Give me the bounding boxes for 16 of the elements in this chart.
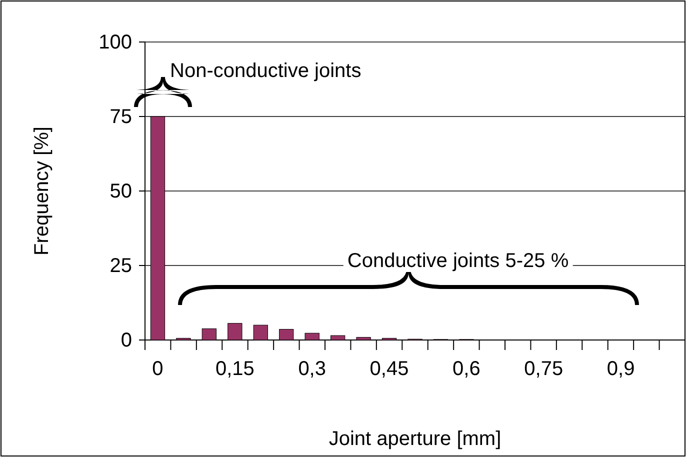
x-axis-title: Joint aperture [mm] — [328, 428, 502, 450]
y-axis-title: Frequency [%] — [31, 126, 53, 256]
y-tick-label: 25 — [110, 254, 132, 277]
x-tick-label: 0,45 — [370, 358, 409, 380]
x-tick-label: 0,9 — [606, 358, 635, 380]
annotation: Conductive joints 5-25 % — [347, 250, 569, 272]
y-tick-label: 50 — [110, 180, 132, 202]
y-tick-label: 75 — [110, 106, 132, 128]
annotation: Non-conductive joints — [170, 60, 362, 82]
x-tick-label: 0,15 — [215, 358, 254, 380]
x-tick-label: 0,6 — [452, 358, 480, 380]
x-tick-label: 0 — [152, 358, 164, 380]
x-tick-label: 0,75 — [524, 358, 564, 380]
y-tick-label: 0 — [120, 329, 132, 352]
x-tick-label: 0,3 — [298, 358, 326, 380]
y-tick-label: 100 — [98, 31, 132, 54]
